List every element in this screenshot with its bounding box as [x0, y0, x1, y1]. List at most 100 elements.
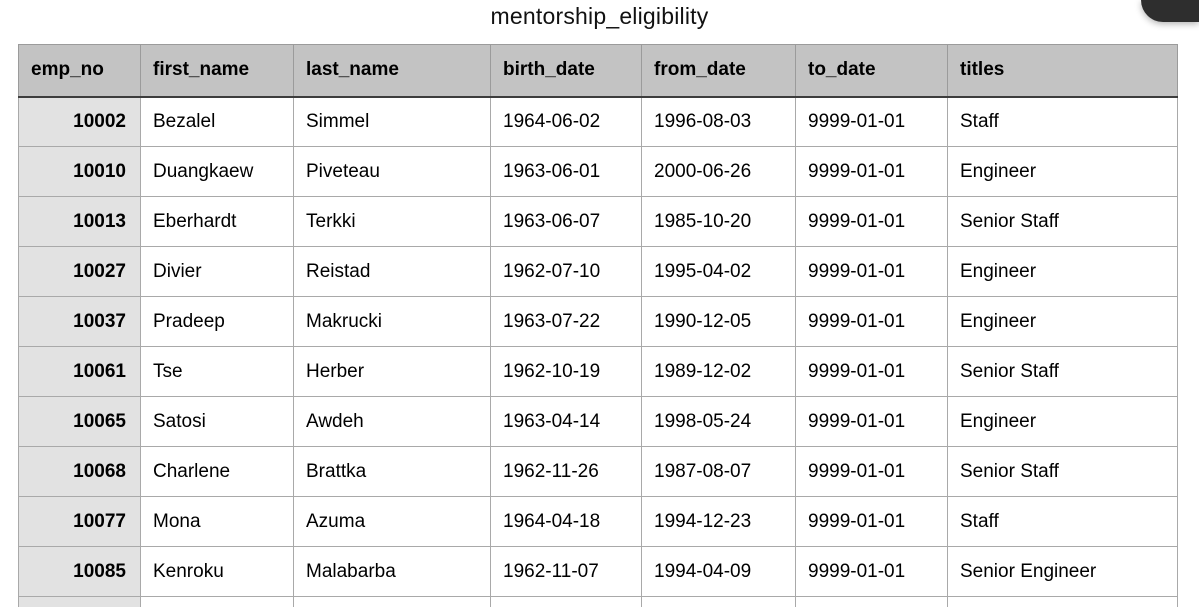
cell-titles[interactable]: Senior Staff [947, 346, 1178, 397]
cell-last_name[interactable]: Brattka [293, 446, 491, 497]
cell-emp_no[interactable]: 10085 [18, 546, 141, 597]
cell-emp_no[interactable]: 10027 [18, 246, 141, 297]
table-row: 10068 Charlene Brattka 1962-11-26 1987-08-07… [18, 446, 1178, 497]
column-header-to_date[interactable]: to_date [795, 44, 948, 98]
cell-birth_date[interactable]: 1962-07-10 [490, 246, 642, 297]
cell-birth_date[interactable]: 1962-11-26 [490, 446, 642, 497]
table-row: 10085 Kenroku Malabarba 1962-11-07 1994-04-0… [18, 546, 1178, 597]
cell-birth_date[interactable]: 1962-11-07 [490, 546, 642, 597]
cell-from_date[interactable] [641, 596, 796, 607]
cell-from_date[interactable]: 1987-08-07 [641, 446, 796, 497]
table-row: 10027 Divier Reistad 1962-07-10 1995-04-02 99… [18, 246, 1178, 297]
cell-to_date[interactable] [795, 596, 948, 607]
cell-emp_no[interactable]: 10065 [18, 396, 141, 447]
table-row: 10065 Satosi Awdeh 1963-04-14 1998-05-24 9999… [18, 396, 1178, 447]
page-title: mentorship_eligibility [490, 3, 709, 29]
cell-first_name[interactable]: Mona [140, 496, 294, 547]
cell-birth_date[interactable]: 1964-04-18 [490, 496, 642, 547]
column-header-last_name[interactable]: last_name [293, 44, 491, 98]
table-row: 10010 Duangkaew Piveteau 1963-06-01 2000-06-… [18, 146, 1178, 197]
cell-last_name[interactable]: Simmel [293, 96, 491, 147]
cell-last_name[interactable]: Terkki [293, 196, 491, 247]
cell-birth_date[interactable]: 1963-04-14 [490, 396, 642, 447]
cell-first_name[interactable]: Eberhardt [140, 196, 294, 247]
cell-to_date[interactable]: 9999-01-01 [795, 246, 948, 297]
cell-titles[interactable]: Engineer [947, 246, 1178, 297]
cell-first_name[interactable]: Pradeep [140, 296, 294, 347]
cell-from_date[interactable]: 1985-10-20 [641, 196, 796, 247]
cell-first_name[interactable]: Divier [140, 246, 294, 297]
cell-titles[interactable]: Senior Staff [947, 446, 1178, 497]
cell-birth_date[interactable]: 1963-07-22 [490, 296, 642, 347]
cell-titles[interactable]: Senior Staff [947, 196, 1178, 247]
cell-titles[interactable]: Engineer [947, 296, 1178, 347]
cell-titles[interactable]: Senior Engineer [947, 546, 1178, 597]
column-header-titles[interactable]: titles [947, 44, 1178, 98]
cell-titles[interactable] [947, 596, 1178, 607]
cell-from_date[interactable]: 1989-12-02 [641, 346, 796, 397]
mentorship-eligibility-table: emp_no first_name last_name birth_date from_… [18, 44, 1178, 607]
cell-emp_no[interactable]: 10013 [18, 196, 141, 247]
cell-first_name[interactable]: Tse [140, 346, 294, 397]
cell-last_name[interactable]: Awdeh [293, 396, 491, 447]
column-header-emp_no[interactable]: emp_no [18, 44, 141, 98]
cell-birth_date[interactable] [490, 596, 642, 607]
cell-to_date[interactable]: 9999-01-01 [795, 296, 948, 347]
column-header-from_date[interactable]: from_date [641, 44, 796, 98]
data-grid: emp_no first_name last_name birth_date from_… [18, 44, 1178, 607]
table-row: 10002 Bezalel Simmel 1964-06-02 1996-08-03 99… [18, 96, 1178, 147]
cell-to_date[interactable]: 9999-01-01 [795, 546, 948, 597]
cell-from_date[interactable]: 1996-08-03 [641, 96, 796, 147]
cell-emp_no[interactable]: 10061 [18, 346, 141, 397]
dark-corner-overlay[interactable] [1141, 0, 1199, 22]
cell-first_name[interactable]: Kenroku [140, 546, 294, 597]
cell-to_date[interactable]: 9999-01-01 [795, 446, 948, 497]
cell-emp_no[interactable]: 10010 [18, 146, 141, 197]
cell-birth_date[interactable]: 1962-10-19 [490, 346, 642, 397]
cell-titles[interactable]: Engineer [947, 396, 1178, 447]
cell-from_date[interactable]: 1990-12-05 [641, 296, 796, 347]
cell-last_name[interactable]: Malabarba [293, 546, 491, 597]
cell-to_date[interactable]: 9999-01-01 [795, 396, 948, 447]
cell-from_date[interactable]: 2000-06-26 [641, 146, 796, 197]
cell-emp_no[interactable] [18, 596, 141, 607]
cell-titles[interactable]: Staff [947, 496, 1178, 547]
table-row: 10061 Tse Herber 1962-10-19 1989-12-02 9999-0… [18, 346, 1178, 397]
cell-last_name[interactable] [293, 596, 491, 607]
cell-last_name[interactable]: Makrucki [293, 296, 491, 347]
cell-emp_no[interactable]: 10002 [18, 96, 141, 147]
table-row: 10013 Eberhardt Terkki 1963-06-07 1985-10-20… [18, 196, 1178, 247]
cell-titles[interactable]: Staff [947, 96, 1178, 147]
cell-to_date[interactable]: 9999-01-01 [795, 96, 948, 147]
cell-from_date[interactable]: 1995-04-02 [641, 246, 796, 297]
cell-first_name[interactable] [140, 596, 294, 607]
cell-last_name[interactable]: Reistad [293, 246, 491, 297]
cell-from_date[interactable]: 1994-12-23 [641, 496, 796, 547]
cell-emp_no[interactable]: 10068 [18, 446, 141, 497]
cell-titles[interactable]: Engineer [947, 146, 1178, 197]
table-row: 10077 Mona Azuma 1964-04-18 1994-12-23 9999-0… [18, 496, 1178, 547]
cell-from_date[interactable]: 1994-04-09 [641, 546, 796, 597]
cell-from_date[interactable]: 1998-05-24 [641, 396, 796, 447]
table-row-partial [18, 596, 1178, 607]
cell-first_name[interactable]: Charlene [140, 446, 294, 497]
cell-to_date[interactable]: 9999-01-01 [795, 146, 948, 197]
cell-birth_date[interactable]: 1963-06-01 [490, 146, 642, 197]
cell-emp_no[interactable]: 10077 [18, 496, 141, 547]
cell-to_date[interactable]: 9999-01-01 [795, 196, 948, 247]
cell-emp_no[interactable]: 10037 [18, 296, 141, 347]
cell-first_name[interactable]: Duangkaew [140, 146, 294, 197]
table-row: 10037 Pradeep Makrucki 1963-07-22 1990-12-05… [18, 296, 1178, 347]
cell-last_name[interactable]: Azuma [293, 496, 491, 547]
cell-to_date[interactable]: 9999-01-01 [795, 496, 948, 547]
cell-last_name[interactable]: Piveteau [293, 146, 491, 197]
cell-birth_date[interactable]: 1964-06-02 [490, 96, 642, 147]
cell-first_name[interactable]: Bezalel [140, 96, 294, 147]
cell-to_date[interactable]: 9999-01-01 [795, 346, 948, 397]
cell-first_name[interactable]: Satosi [140, 396, 294, 447]
column-header-first_name[interactable]: first_name [140, 44, 294, 98]
cell-last_name[interactable]: Herber [293, 346, 491, 397]
column-header-birth_date[interactable]: birth_date [490, 44, 642, 98]
table-header-row: emp_no first_name last_name birth_date from_… [18, 44, 1178, 98]
cell-birth_date[interactable]: 1963-06-07 [490, 196, 642, 247]
